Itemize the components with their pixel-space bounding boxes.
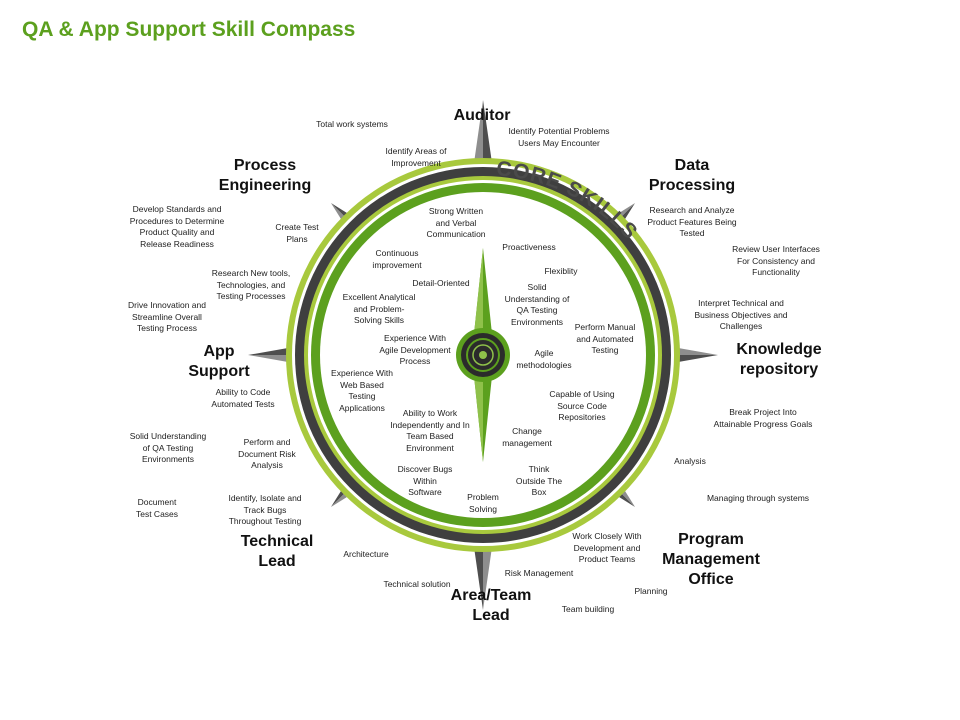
north-pointer-highlight <box>474 248 483 334</box>
outer-skill-label: Team building <box>561 604 615 614</box>
outer-skill-label: Research and Analyze Product Features Bei… <box>647 205 737 238</box>
outer-skill-label: Research New tools, Technologies, and Test… <box>211 268 291 301</box>
hub-center <box>479 351 487 359</box>
direction-label: Auditor <box>453 107 511 124</box>
outer-skill-label: Review User Interfaces For Consistency an… <box>732 244 820 277</box>
outer-skill-label: Document Test Cases <box>135 497 179 519</box>
outer-skill-label: Analysis <box>674 456 706 466</box>
core-skill-label: Think Outside The Box <box>515 464 563 497</box>
core-skill-label: Experience With Agile Development Process <box>379 333 451 366</box>
outer-skill-label: Create Test Plans <box>275 222 319 244</box>
core-skill-label: Change management <box>502 426 552 448</box>
outer-skill-label: Develop Standards and Procedures to Deter… <box>129 204 225 249</box>
core-skill-label: Detail-Oriented <box>412 278 470 288</box>
outer-skill-label: Managing through systems <box>706 493 810 503</box>
outer-skill-label: Planning <box>634 586 668 596</box>
core-skill-label: Problem Solving <box>467 492 499 514</box>
direction-label: Knowledge repository <box>736 341 822 378</box>
page-title: QA & App Support Skill Compass <box>22 18 356 41</box>
hub-inner-ring <box>472 344 494 366</box>
core-skill-label: Solid Understanding of QA Testing Environme… <box>504 282 570 327</box>
core-skill-label: Proactiveness <box>502 242 556 252</box>
outer-skill-label: Identify Areas of Improvement <box>385 146 447 168</box>
outer-skill-label: Architecture <box>343 549 389 559</box>
outer-skill-label: Total work systems <box>316 119 388 129</box>
core-skill-label: Strong Written and Verbal Communication <box>426 206 486 239</box>
outer-skill-label: Interpret Technical and Business Objectiv… <box>694 298 788 331</box>
outer-skill-label: Break Project Into Attainable Progress Go… <box>713 407 813 429</box>
direction-label: Area/Team Lead <box>450 587 532 624</box>
outer-skill-label: Perform and Document Risk Analysis <box>238 437 296 470</box>
outer-skill-label: Work Closely With Development and Product … <box>572 531 642 564</box>
outer-skill-label: Technical solution <box>383 579 451 589</box>
outer-skill-label: Ability to Code Automated Tests <box>211 387 275 409</box>
outer-skill-label: Risk Management <box>504 568 574 578</box>
outer-skill-label: Drive Innovation and Streamline Overall Te… <box>128 300 206 333</box>
direction-label: App Support <box>188 343 250 380</box>
core-skill-label: Experience With Web Based Testing Applicati… <box>331 368 393 413</box>
core-skill-label: Agile methodologies <box>516 348 572 370</box>
core-skill-label: Excellent Analytical and Problem- Solving … <box>342 292 416 325</box>
core-skill-label: Discover Bugs Within Software <box>397 464 453 497</box>
outer-skill-label: Identify, Isolate and Track Bugs Throughou… <box>228 493 302 526</box>
outer-skill-label: Identify Potential Problems Users May Enc… <box>508 126 610 148</box>
south-pointer-highlight <box>474 376 483 462</box>
direction-label: Data Processing <box>648 157 736 194</box>
core-skill-label: Ability to Work Independently and In Team … <box>390 408 470 453</box>
direction-label: Program Management Office <box>662 531 760 588</box>
core-skill-label: Perform Manual and Automated Testing <box>574 322 636 355</box>
core-skill-label: Flexiblity <box>544 266 578 276</box>
core-skill-label: Continuous improvement <box>372 248 422 270</box>
direction-label: Technical Lead <box>240 533 314 570</box>
hub-ring <box>466 338 500 372</box>
direction-label: Process Engineering <box>218 157 312 194</box>
outer-skill-label: Solid Understanding of QA Testing Environm… <box>129 431 207 464</box>
core-skill-label: Capable of Using Source Code Repositories <box>549 389 615 422</box>
